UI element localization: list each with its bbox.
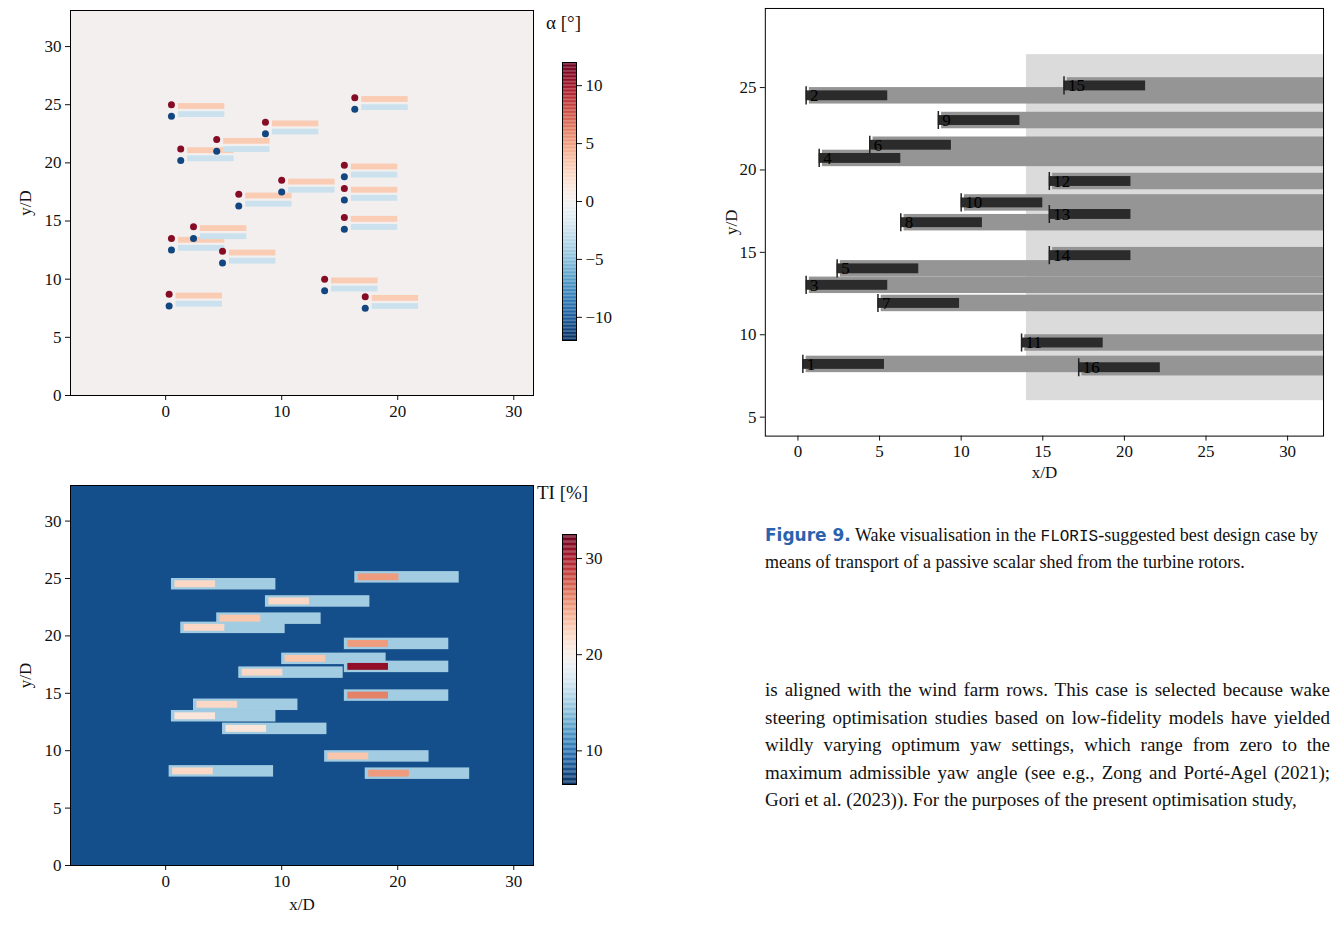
html-text:Figure 9. Wake visualisation i: Figure 9. Wake visualisation in the FLOR… xyxy=(765,525,1319,573)
svg-text:20: 20 xyxy=(739,160,756,179)
svg-text:30: 30 xyxy=(1279,442,1296,461)
svg-text:5: 5 xyxy=(586,134,595,153)
svg-text:15: 15 xyxy=(1068,76,1085,95)
svg-text:x/D: x/D xyxy=(1032,463,1057,482)
svg-text:5: 5 xyxy=(841,259,849,278)
svg-text:30: 30 xyxy=(586,549,603,568)
svg-text:7: 7 xyxy=(882,294,890,313)
svg-text:10: 10 xyxy=(273,402,290,421)
svg-text:10: 10 xyxy=(45,741,62,760)
svg-text:10: 10 xyxy=(586,741,603,760)
svg-text:30: 30 xyxy=(505,872,522,891)
svg-text:9: 9 xyxy=(942,111,950,130)
svg-text:20: 20 xyxy=(1116,442,1133,461)
svg-text:y/D: y/D xyxy=(16,663,35,689)
svg-text:20: 20 xyxy=(45,153,62,172)
svg-text:11: 11 xyxy=(1026,333,1042,352)
svg-text:10: 10 xyxy=(965,193,982,212)
svg-text:25: 25 xyxy=(739,78,756,97)
svg-text:30: 30 xyxy=(45,37,62,56)
svg-text:−10: −10 xyxy=(586,308,613,327)
html-text:TI [%]: TI [%] xyxy=(537,482,589,503)
svg-text:15: 15 xyxy=(1034,442,1051,461)
svg-text:5: 5 xyxy=(875,442,883,461)
svg-text:−5: −5 xyxy=(586,250,604,269)
svg-text:25: 25 xyxy=(45,95,62,114)
html-text:α [°]: α [°] xyxy=(546,12,581,33)
svg-text:0: 0 xyxy=(161,402,170,421)
svg-text:x/D: x/D xyxy=(289,895,315,914)
svg-text:y/D: y/D xyxy=(722,210,741,235)
svg-text:10: 10 xyxy=(45,270,62,289)
svg-text:5: 5 xyxy=(748,408,756,427)
svg-text:20: 20 xyxy=(45,626,62,645)
svg-text:20: 20 xyxy=(389,402,406,421)
svg-text:0: 0 xyxy=(794,442,802,461)
svg-text:15: 15 xyxy=(45,684,62,703)
svg-text:15: 15 xyxy=(739,243,756,262)
svg-text:12: 12 xyxy=(1053,172,1070,191)
svg-text:10: 10 xyxy=(953,442,970,461)
svg-text:6: 6 xyxy=(874,136,882,155)
svg-text:2: 2 xyxy=(810,86,818,105)
svg-text:20: 20 xyxy=(389,872,406,891)
svg-text:y/D: y/D xyxy=(16,190,35,216)
svg-text:0: 0 xyxy=(586,192,595,211)
svg-text:30: 30 xyxy=(45,512,62,531)
svg-text:4: 4 xyxy=(823,149,832,168)
svg-text:1: 1 xyxy=(807,355,815,374)
svg-text:10: 10 xyxy=(739,325,756,344)
svg-text:25: 25 xyxy=(1198,442,1215,461)
svg-text:10: 10 xyxy=(586,76,603,95)
svg-text:0: 0 xyxy=(161,872,170,891)
svg-text:15: 15 xyxy=(45,211,62,230)
svg-text:3: 3 xyxy=(810,276,818,295)
svg-text:5: 5 xyxy=(53,328,62,347)
svg-text:0: 0 xyxy=(53,386,62,405)
svg-text:8: 8 xyxy=(905,213,913,232)
html-text:is aligned with the wind farm: is aligned with the wind farm rows. This… xyxy=(765,679,1330,811)
svg-text:16: 16 xyxy=(1083,358,1100,377)
svg-text:14: 14 xyxy=(1053,246,1070,265)
svg-text:30: 30 xyxy=(505,402,522,421)
svg-text:25: 25 xyxy=(45,569,62,588)
svg-text:0: 0 xyxy=(53,856,62,875)
svg-text:20: 20 xyxy=(586,645,603,664)
svg-text:10: 10 xyxy=(273,872,290,891)
svg-text:5: 5 xyxy=(53,799,62,818)
svg-text:13: 13 xyxy=(1053,205,1070,224)
